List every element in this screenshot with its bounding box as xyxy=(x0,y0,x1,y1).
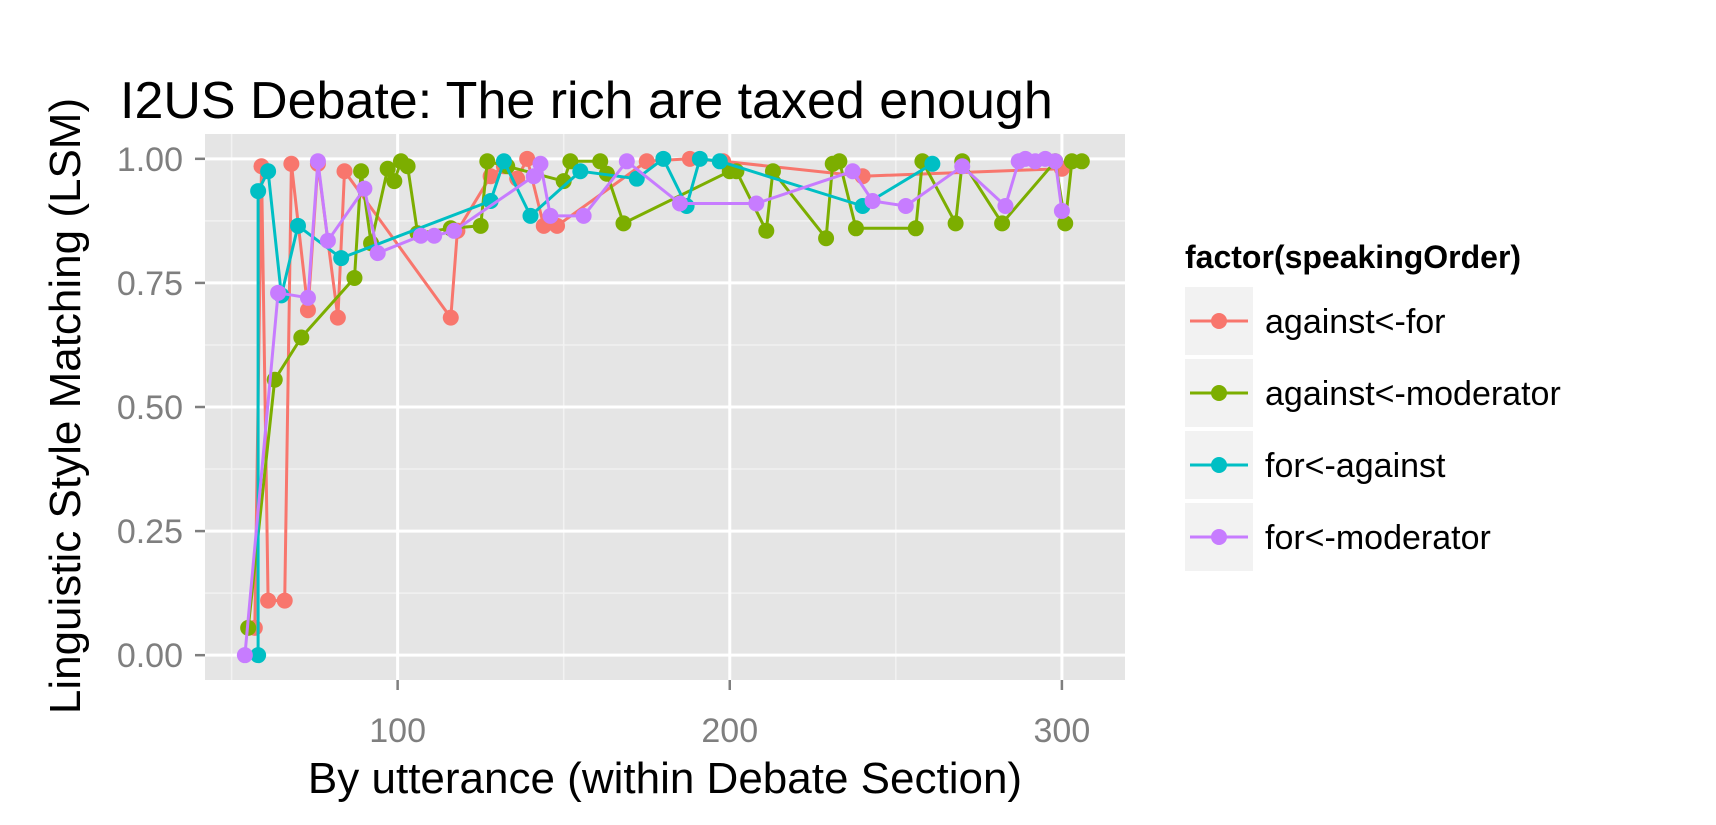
data-point xyxy=(412,227,429,244)
data-point xyxy=(748,195,765,212)
legend-label: for<-against xyxy=(1265,447,1446,485)
data-point xyxy=(897,197,914,214)
data-point xyxy=(592,153,609,170)
data-point xyxy=(329,309,346,326)
data-point xyxy=(628,170,645,187)
data-point xyxy=(519,150,536,167)
data-point xyxy=(236,647,253,664)
data-point xyxy=(495,153,512,170)
data-point xyxy=(283,155,300,172)
legend-label: against<-moderator xyxy=(1265,375,1561,413)
data-point xyxy=(532,155,549,172)
data-point xyxy=(655,150,672,167)
legend-item: against<-moderator xyxy=(1185,359,1561,427)
data-point xyxy=(691,150,708,167)
y-tick-label: 1.00 xyxy=(117,141,183,179)
legend-items: against<-for against<-moderator for<-again… xyxy=(1185,287,1561,571)
data-point xyxy=(289,217,306,234)
series-for-moderator xyxy=(236,150,1070,664)
data-point xyxy=(947,215,964,232)
y-axis-label: Linguistic Style Matching (LSM) xyxy=(41,98,90,714)
data-point xyxy=(542,207,559,224)
series-layer xyxy=(236,150,1090,664)
data-point xyxy=(572,163,589,180)
legend-label: against<-for xyxy=(1265,303,1446,341)
data-point xyxy=(1073,153,1090,170)
data-point xyxy=(864,193,881,210)
data-point xyxy=(250,183,267,200)
legend-title: factor(speakingOrder) xyxy=(1185,239,1521,275)
data-point xyxy=(844,163,861,180)
data-point xyxy=(309,153,326,170)
data-point xyxy=(525,168,542,185)
data-point xyxy=(442,309,459,326)
data-point xyxy=(369,245,386,262)
data-point xyxy=(615,215,632,232)
data-point xyxy=(399,158,416,175)
data-point xyxy=(379,160,396,177)
legend-label: for<-moderator xyxy=(1265,519,1491,557)
data-point xyxy=(426,227,443,244)
data-point xyxy=(299,302,316,319)
y-tick-label: 0.75 xyxy=(117,265,183,303)
data-point xyxy=(336,163,353,180)
data-point xyxy=(1057,215,1074,232)
y-tick-label: 0.00 xyxy=(117,637,183,675)
data-point xyxy=(1047,153,1064,170)
data-point xyxy=(638,153,655,170)
data-point xyxy=(446,222,463,239)
axis-ticks: 100 200 300 0.00 0.25 0.50 0.75 1.00 xyxy=(117,141,1090,750)
data-point xyxy=(260,163,277,180)
data-point xyxy=(711,153,728,170)
data-point xyxy=(818,230,835,247)
data-point xyxy=(522,207,539,224)
data-point xyxy=(333,250,350,267)
y-tick-label: 0.25 xyxy=(117,513,183,551)
data-point xyxy=(319,232,336,249)
data-point xyxy=(353,163,370,180)
series-for-against xyxy=(250,150,941,664)
legend: factor(speakingOrder) against<-foragains… xyxy=(1185,239,1561,571)
x-axis-label: By utterance (within Debate Section) xyxy=(308,754,1022,803)
legend-key-point xyxy=(1211,385,1227,401)
legend-key-point xyxy=(1211,529,1227,545)
data-point xyxy=(575,207,592,224)
legend-item: for<-moderator xyxy=(1185,503,1491,571)
data-point xyxy=(562,153,579,170)
data-point xyxy=(356,180,373,197)
data-point xyxy=(758,222,775,239)
data-point xyxy=(994,215,1011,232)
x-tick-label: 300 xyxy=(1034,712,1091,750)
data-point xyxy=(924,155,941,172)
x-tick-label: 100 xyxy=(369,712,426,750)
data-point xyxy=(299,289,316,306)
data-point xyxy=(250,647,267,664)
data-point xyxy=(1053,202,1070,219)
legend-key-point xyxy=(1211,457,1227,473)
data-point xyxy=(618,153,635,170)
data-point xyxy=(346,269,363,286)
data-point xyxy=(831,153,848,170)
data-point xyxy=(260,592,277,609)
data-point xyxy=(386,173,403,190)
x-tick-label: 200 xyxy=(701,712,758,750)
data-point xyxy=(907,220,924,237)
data-point xyxy=(847,220,864,237)
data-point xyxy=(472,217,489,234)
legend-key-point xyxy=(1211,313,1227,329)
data-point xyxy=(671,195,688,212)
data-point xyxy=(270,284,287,301)
legend-item: against<-for xyxy=(1185,287,1446,355)
legend-item: for<-against xyxy=(1185,431,1446,499)
y-tick-label: 0.50 xyxy=(117,389,183,427)
data-point xyxy=(997,197,1014,214)
data-point xyxy=(479,153,496,170)
data-point xyxy=(276,592,293,609)
data-point xyxy=(482,193,499,210)
data-point xyxy=(954,158,971,175)
data-point xyxy=(555,173,572,190)
data-point xyxy=(293,329,310,346)
chart-title: I2US Debate: The rich are taxed enough xyxy=(120,72,1053,130)
